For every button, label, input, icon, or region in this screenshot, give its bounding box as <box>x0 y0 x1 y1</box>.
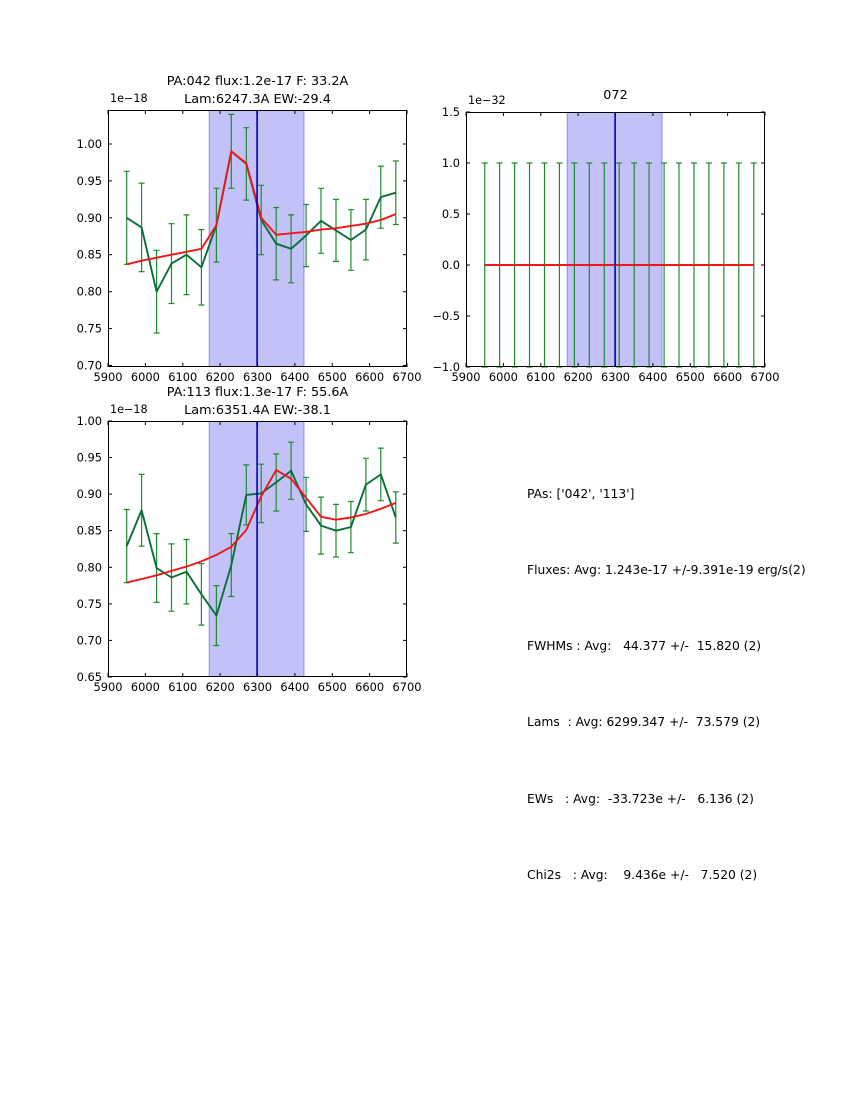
y-tick-label: 0.0 <box>442 258 460 272</box>
x-tick-label: 6400 <box>638 370 667 384</box>
x-tick-label: 6500 <box>318 680 347 694</box>
x-tick-label: 6000 <box>131 370 160 384</box>
axis-offset-label: 1e−18 <box>110 92 148 105</box>
y-tick-label: 0.65 <box>77 670 102 684</box>
x-tick-label: 6700 <box>393 680 422 694</box>
y-tick-label: 0.75 <box>77 322 102 336</box>
plot-pa042: 5900 6000 6100 6200 6300 6400 6500 6600 6700 0.70… <box>77 74 422 384</box>
x-tick-label: 6600 <box>355 370 384 384</box>
stats-line-chi2s: Chi2s : Avg: 9.436e +/- 7.520 (2) <box>527 867 758 882</box>
x-tick-label: 6500 <box>676 370 705 384</box>
plot-pa042-svg: 5900 6000 6100 6200 6300 6400 6500 6600 6700 0.70… <box>77 74 422 384</box>
x-tick-label: 6200 <box>206 680 235 694</box>
x-tick-label: 6100 <box>526 370 555 384</box>
y-tick-label: 0.95 <box>77 174 102 188</box>
stats-line-fwhms: FWHMs : Avg: 44.377 +/- 15.820 (2) <box>527 639 762 654</box>
x-tick-label: 6100 <box>168 370 197 384</box>
axis-offset-label: 1e−18 <box>110 403 148 416</box>
stats-panel: PAs: ['042', '113'] Fluxes: Avg: 1.243e-… <box>527 431 806 939</box>
axis-offset-label: 1e−32 <box>468 94 506 107</box>
x-tick-label: 6600 <box>713 370 742 384</box>
plot-title: 072 <box>603 88 627 103</box>
x-tick-label: 6700 <box>393 370 422 384</box>
stats-line-lams: Lams : Avg: 6299.347 +/- 73.579 (2) <box>527 715 761 730</box>
y-tick-label: 0.75 <box>77 597 102 611</box>
y-tick-label: 0.70 <box>77 633 102 647</box>
y-tick-label: 0.80 <box>77 560 102 574</box>
x-tick-label: 6400 <box>280 680 309 694</box>
x-tick-label: 6000 <box>131 680 160 694</box>
x-tick-label: 6300 <box>243 680 272 694</box>
stats-line-pas: PAs: ['042', '113'] <box>527 486 635 501</box>
x-tick-label: 6200 <box>564 370 593 384</box>
y-tick-label: 0.85 <box>77 524 102 538</box>
y-tick-label: 1.5 <box>442 105 460 119</box>
y-tick-label: 0.70 <box>77 359 102 373</box>
plot-title: PA:042 flux:1.2e-17 F: 33.2A <box>167 74 349 89</box>
x-tick-label: 6700 <box>751 370 780 384</box>
y-tick-label: 0.5 <box>442 207 460 221</box>
plot-pa113-svg: 5900 6000 6100 6200 6300 6400 6500 6600 6700 0.65… <box>77 385 422 694</box>
y-tick-label: −1.0 <box>432 360 460 374</box>
x-tick-label: 6300 <box>243 370 272 384</box>
plot-spec072: 5900 6000 6100 6200 6300 6400 6500 6600 6700 −1.0… <box>432 88 779 384</box>
plot-title: Lam:6351.4A EW:-38.1 <box>184 403 331 418</box>
x-tick-label: 6000 <box>489 370 518 384</box>
x-tick-label: 6200 <box>206 370 235 384</box>
plot-title: Lam:6247.3A EW:-29.4 <box>184 92 331 107</box>
y-tick-label: 1.00 <box>77 137 102 151</box>
fit-line <box>126 469 397 584</box>
x-tick-label: 6500 <box>318 370 347 384</box>
plot-title: PA:113 flux:1.3e-17 F: 55.6A <box>167 385 349 400</box>
x-tick-label: 5900 <box>94 370 123 384</box>
spectrum-line <box>126 150 397 293</box>
plot-spec072-svg: 5900 6000 6100 6200 6300 6400 6500 6600 6700 −1.0… <box>432 88 779 384</box>
y-tick-label: 1.0 <box>442 156 460 170</box>
x-tick-label: 6400 <box>280 370 309 384</box>
y-tick-label: 0.80 <box>77 285 102 299</box>
x-tick-label: 5900 <box>452 370 481 384</box>
y-tick-label: 0.95 <box>77 451 102 465</box>
plot-pa113: 5900 6000 6100 6200 6300 6400 6500 6600 6700 0.65… <box>77 385 422 694</box>
y-tick-label: 0.90 <box>77 211 102 225</box>
x-tick-label: 5900 <box>94 680 123 694</box>
x-tick-label: 6300 <box>601 370 630 384</box>
y-tick-label: 0.85 <box>77 248 102 262</box>
y-tick-label: −0.5 <box>432 309 460 323</box>
y-tick-label: 0.90 <box>77 487 102 501</box>
x-tick-label: 6600 <box>355 680 384 694</box>
x-tick-label: 6100 <box>168 680 197 694</box>
stats-line-ews: EWs : Avg: -33.723e +/- 6.136 (2) <box>527 791 754 806</box>
fit-line <box>126 150 397 266</box>
spectrum-line <box>125 469 397 617</box>
stats-line-fluxes: Fluxes: Avg: 1.243e-17 +/-9.391e-19 erg/… <box>527 563 806 578</box>
y-tick-label: 1.00 <box>77 414 102 428</box>
